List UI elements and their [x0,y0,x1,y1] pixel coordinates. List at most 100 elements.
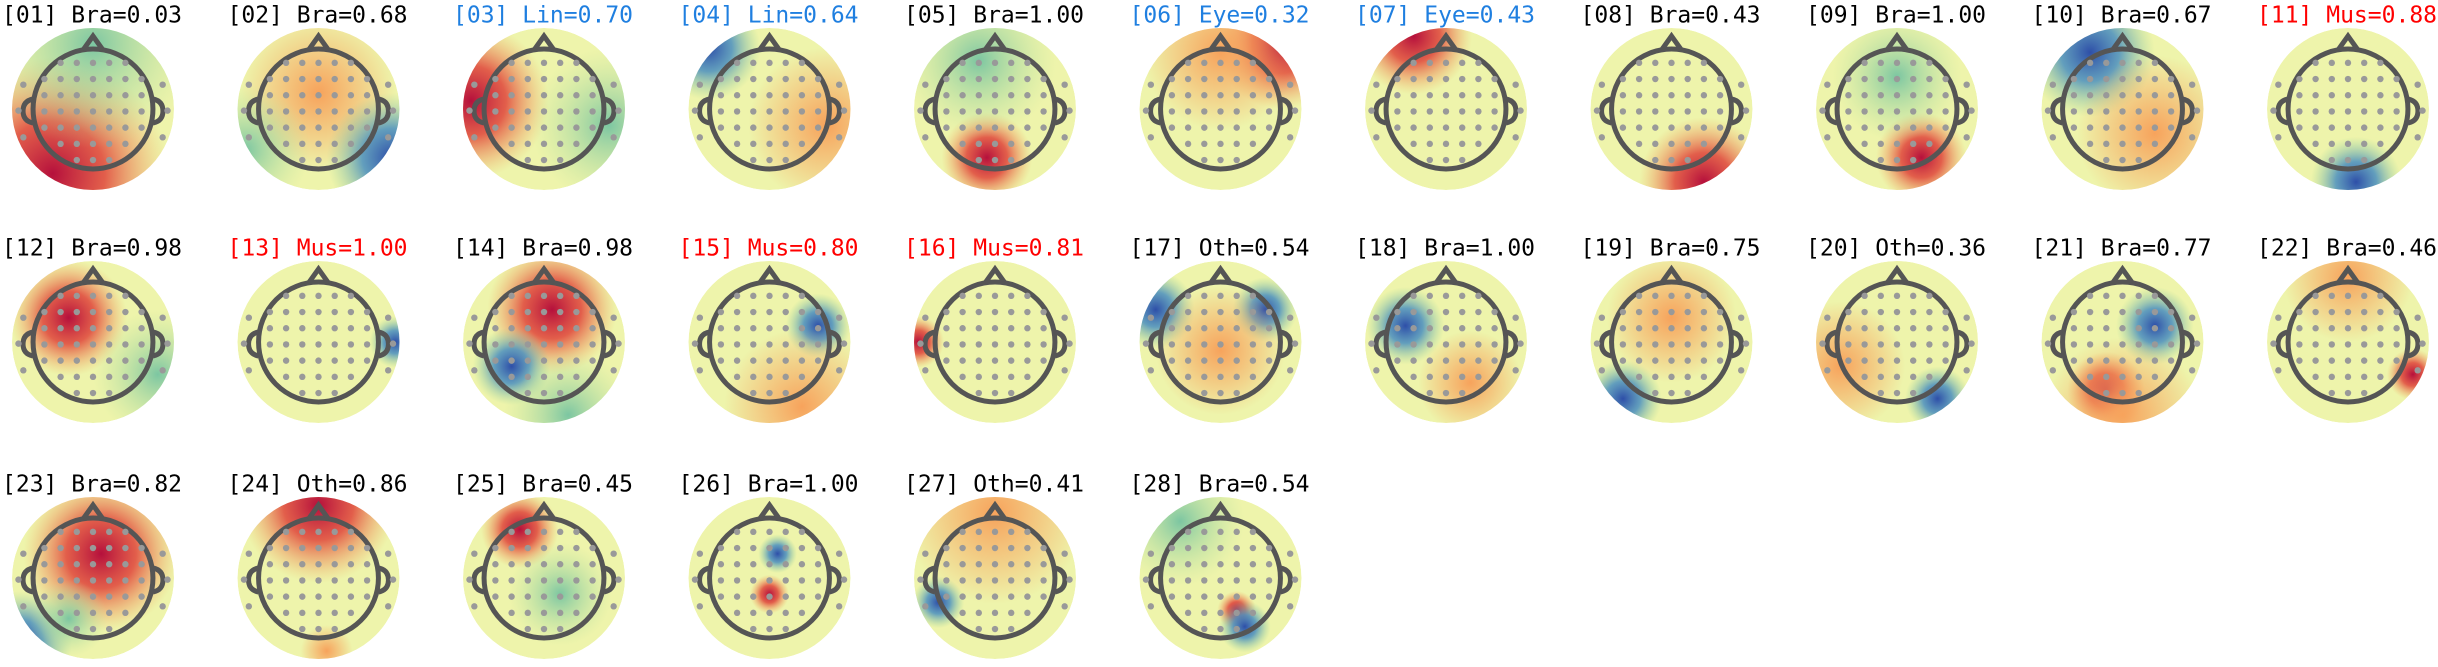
electrode [975,59,982,67]
electrode [1265,75,1273,83]
electrode [2135,341,2142,348]
component-title: [04] Lin=0.64 [679,3,859,29]
electrode [1291,576,1299,583]
electrode [1910,325,1917,332]
electrode [471,550,478,557]
electrode [615,576,622,583]
electrode [1008,577,1015,584]
electrode [1963,134,1970,141]
electrode [557,124,564,131]
electrode [1394,108,1401,115]
electrode [492,544,499,552]
electrode [106,140,113,148]
electrode [245,367,253,374]
electrode [1024,325,1031,332]
electrode [122,593,129,600]
electrode [782,357,789,364]
electrode [299,357,306,364]
electrode [2049,314,2057,321]
electrode [2188,367,2196,374]
electrode [1635,108,1643,115]
electrode [1635,308,1643,316]
electrode [122,561,129,568]
electrode [975,625,982,633]
electrode [1684,156,1691,164]
electrode [1700,92,1708,99]
electrode [1286,367,1294,374]
electrode [2135,75,2142,83]
electrode [589,325,596,332]
electrode [589,593,596,600]
electrode [89,292,97,300]
electrode [1168,325,1176,332]
electrode [798,609,806,617]
electrode [524,561,531,568]
electrode [1201,308,1208,316]
electrode [331,140,338,148]
electrode [20,81,27,88]
electrode [1926,373,1933,381]
electrode [1475,140,1482,148]
electrode [2377,341,2384,348]
electrode [2119,373,2126,381]
electrode [1635,357,1643,364]
electrode [2086,75,2094,83]
topomap: [26] Bra=1.00 [679,472,859,659]
electrode [347,609,355,617]
electrode [122,124,129,131]
electrode [1426,140,1434,148]
electrode [1737,134,1745,141]
electrode [73,528,81,536]
map [688,28,851,190]
electrode [959,92,966,99]
electrode [1168,124,1176,131]
electrode [557,625,564,633]
electrode [1442,373,1450,381]
electrode [1249,59,1257,67]
electrode [331,609,338,617]
electrode [1265,593,1273,600]
ear-left [1148,329,1162,359]
electrode [1201,92,1208,99]
electrode [57,92,64,99]
component-title: [03] Lin=0.70 [453,3,633,29]
electrode [2328,92,2335,99]
electrode [1442,389,1450,397]
electrode [73,325,81,332]
electrode [814,75,822,83]
electrode [1926,75,1933,83]
electrode [315,140,322,148]
electrode [1147,134,1155,141]
electrode [1426,92,1434,99]
electrode [1024,292,1031,300]
electrode [1233,75,1240,83]
electrode [2296,341,2303,348]
electrode [1635,92,1643,99]
electrode [2103,292,2110,300]
electrode [1861,124,1868,131]
electrode [57,308,64,316]
electrode [1217,308,1224,316]
electrode [1147,81,1155,88]
electrode [1877,292,1885,300]
electrode [524,308,531,316]
electrode [943,92,950,99]
electrode [331,108,338,115]
electrode [798,308,806,316]
electrode [2377,357,2384,364]
electrode [466,576,473,583]
ear-left [697,565,711,595]
electrode [798,75,806,83]
electrode [1910,156,1917,164]
electrode [782,609,789,617]
electrode [2361,292,2368,300]
electrode [750,75,757,83]
electrode [540,625,548,633]
electrode [1373,314,1380,321]
electrode [89,59,97,67]
electrode [1184,373,1192,381]
electrode [363,341,371,348]
electrode [1684,124,1691,131]
electrode [557,59,564,67]
nose [1884,264,1910,285]
